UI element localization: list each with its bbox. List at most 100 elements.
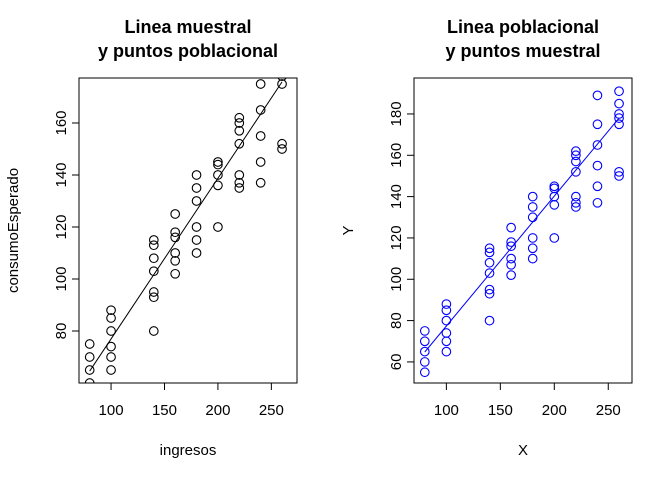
point xyxy=(506,259,516,270)
point xyxy=(277,144,287,154)
point xyxy=(549,183,560,194)
point xyxy=(85,392,94,401)
point xyxy=(441,336,452,347)
point xyxy=(170,248,181,258)
point xyxy=(191,248,202,258)
point xyxy=(213,222,223,232)
point xyxy=(419,357,430,367)
y-tick-label: 180 xyxy=(388,101,405,126)
point xyxy=(527,253,538,264)
point xyxy=(592,160,603,171)
point xyxy=(234,177,245,188)
point xyxy=(614,86,624,97)
chart-title: Linea muestral xyxy=(124,17,251,37)
plot-area xyxy=(419,86,624,378)
chart-title: y puntos poblacional xyxy=(98,41,278,61)
x-tick-label: 150 xyxy=(488,402,513,419)
y-tick-label: 120 xyxy=(388,225,405,250)
point xyxy=(148,253,159,264)
point xyxy=(191,183,202,193)
point xyxy=(549,200,560,210)
point xyxy=(527,191,538,202)
point xyxy=(441,315,452,326)
chart-title: Linea poblacional xyxy=(447,17,599,37)
point xyxy=(592,119,603,130)
point xyxy=(277,138,287,149)
y-tick-label: 160 xyxy=(388,143,405,168)
point xyxy=(277,78,287,82)
point xyxy=(441,346,452,357)
point xyxy=(148,240,159,251)
y-tick-label: 140 xyxy=(53,162,70,187)
y-tick-label: 80 xyxy=(53,323,70,340)
point xyxy=(571,202,581,212)
point xyxy=(255,157,266,167)
y-axis-label: consumoEsperado xyxy=(5,168,22,293)
x-axis-label: ingresos xyxy=(160,442,217,459)
x-tick-label: 150 xyxy=(152,402,177,419)
plot-area xyxy=(84,54,287,401)
y-tick-label: 100 xyxy=(388,267,405,292)
point xyxy=(484,315,495,326)
point xyxy=(484,257,495,268)
point xyxy=(148,326,159,336)
point xyxy=(484,268,495,278)
point xyxy=(549,233,560,243)
point xyxy=(213,170,223,180)
regression-line xyxy=(89,81,283,372)
point xyxy=(234,183,245,193)
point xyxy=(592,197,603,208)
point xyxy=(234,170,245,180)
point xyxy=(170,227,181,238)
point xyxy=(106,313,116,323)
point xyxy=(234,118,245,128)
point xyxy=(614,166,624,177)
point xyxy=(278,54,287,63)
point xyxy=(441,328,452,338)
y-tick-label: 60 xyxy=(388,354,405,371)
point xyxy=(527,202,538,212)
point xyxy=(506,253,516,264)
point xyxy=(148,292,159,303)
y-tick-label: 120 xyxy=(53,214,70,239)
chart-title: y puntos muestral xyxy=(445,41,600,61)
point xyxy=(592,140,603,150)
point xyxy=(506,222,516,233)
point xyxy=(527,212,538,223)
point xyxy=(277,79,287,89)
point xyxy=(419,336,430,347)
point xyxy=(506,237,516,247)
point xyxy=(148,235,159,245)
point xyxy=(148,287,159,297)
point xyxy=(234,125,245,136)
x-tick-label: 200 xyxy=(542,402,567,419)
point xyxy=(549,181,560,192)
point xyxy=(191,170,202,180)
point xyxy=(527,233,538,243)
plot-box xyxy=(413,77,633,384)
point xyxy=(84,352,95,362)
point xyxy=(84,339,95,349)
x-tick-label: 250 xyxy=(259,402,284,419)
y-axis-label: Y xyxy=(340,225,357,235)
point xyxy=(419,346,430,357)
point xyxy=(592,90,603,101)
point xyxy=(571,150,581,161)
x-tick-label: 100 xyxy=(99,402,124,419)
point xyxy=(614,113,624,123)
x-tick-label: 200 xyxy=(205,402,230,419)
point xyxy=(191,222,202,232)
point xyxy=(419,367,430,378)
y-tick-label: 100 xyxy=(53,266,70,291)
point xyxy=(419,326,430,336)
point xyxy=(255,131,266,141)
point xyxy=(213,157,223,167)
point xyxy=(106,341,116,352)
point xyxy=(614,171,624,181)
point xyxy=(484,284,495,295)
point xyxy=(213,159,223,170)
point xyxy=(571,197,581,208)
point xyxy=(571,191,581,202)
point xyxy=(191,235,202,245)
